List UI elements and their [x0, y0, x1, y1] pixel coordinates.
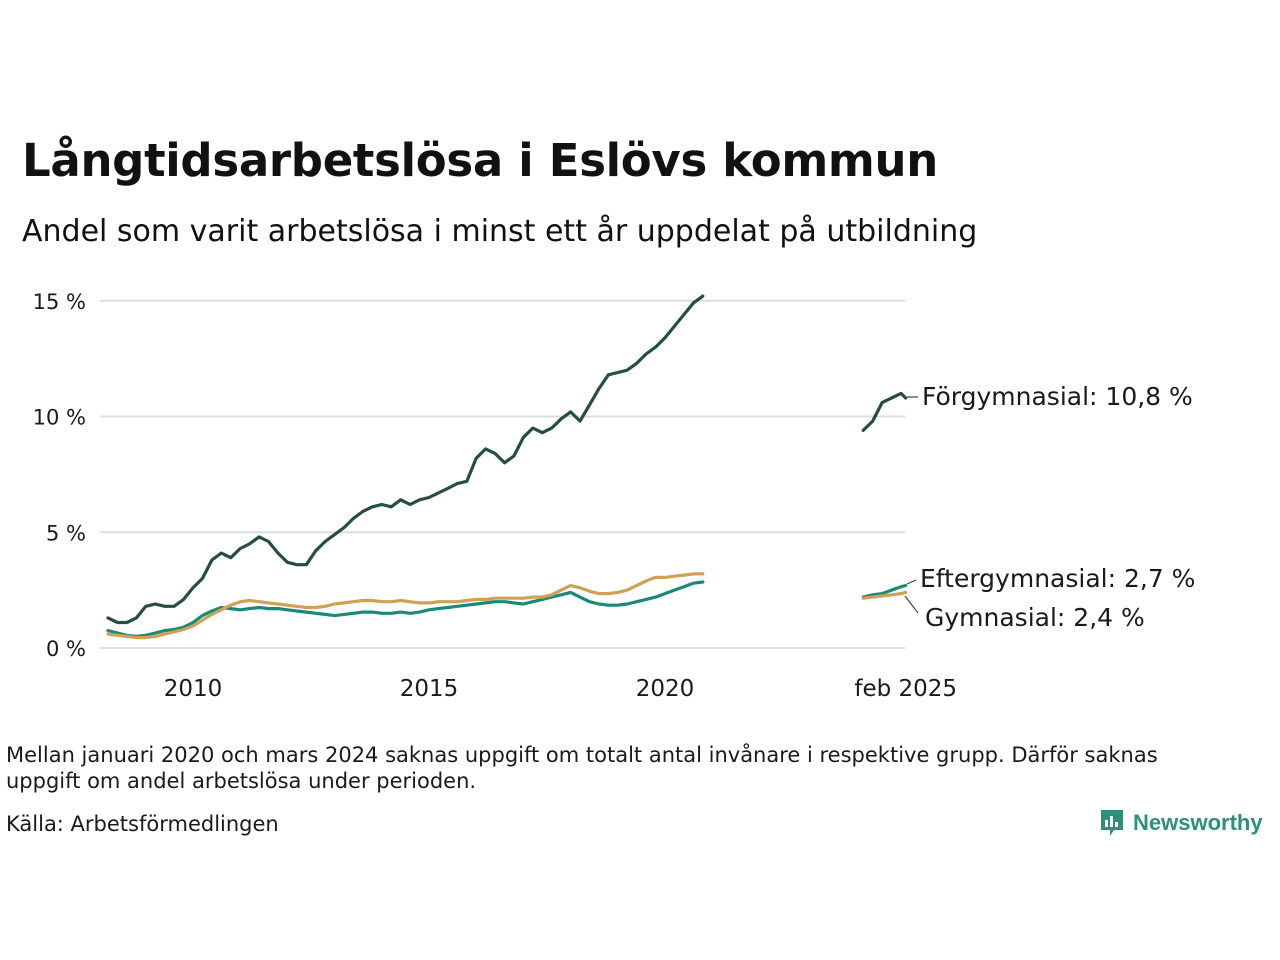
series-line-eftergymnasial — [106, 580, 705, 638]
leader-line — [906, 579, 917, 585]
series-lines — [106, 294, 908, 640]
series-label-förgymnasial: Förgymnasial: 10,8 % — [922, 382, 1193, 411]
series-line-eftergymnasial — [861, 583, 908, 599]
y-tick-label: 15 % — [33, 290, 86, 314]
x-axis-ticks: 2010 2015 2020 feb 2025 — [164, 676, 957, 702]
series-line-gymnasial — [106, 572, 705, 640]
series-line-förgymnasial — [106, 294, 705, 625]
x-tick-label: 2020 — [636, 676, 695, 702]
series-label-gymnasial: Gymnasial: 2,4 % — [925, 603, 1145, 632]
series-label-eftergymnasial: Eftergymnasial: 2,7 % — [920, 564, 1195, 593]
source-credit: Källa: Arbetsförmedlingen — [6, 812, 279, 836]
leader-line — [904, 595, 919, 614]
y-axis-ticks: 0 % 5 % 10 % 15 % — [33, 290, 86, 661]
x-tick-label: 2015 — [400, 676, 459, 702]
footnote: Mellan januari 2020 och mars 2024 saknas… — [6, 743, 1158, 793]
series-line-förgymnasial — [861, 391, 908, 432]
x-tick-label: feb 2025 — [854, 676, 957, 702]
brand-logo: Newsworthy — [1099, 808, 1263, 838]
series-labels: Förgymnasial: 10,8 % Eftergymnasial: 2,7 … — [904, 382, 1195, 632]
y-tick-label: 0 % — [46, 637, 86, 661]
gridlines — [100, 299, 905, 649]
chart-subtitle: Andel som varit arbetslösa i minst ett å… — [22, 214, 978, 249]
brand-name: Newsworthy — [1133, 810, 1263, 835]
series-line-gymnasial — [861, 590, 908, 600]
newsworthy-icon — [1101, 810, 1123, 836]
line-chart: 0 % 5 % 10 % 15 % 2010 2015 2020 feb 2025 Förg… — [33, 290, 1196, 702]
chart-title: Långtidsarbetslösa i Eslövs kommun — [22, 134, 938, 187]
x-tick-label: 2010 — [164, 676, 223, 702]
y-tick-label: 5 % — [46, 521, 86, 545]
y-tick-label: 10 % — [33, 406, 86, 430]
